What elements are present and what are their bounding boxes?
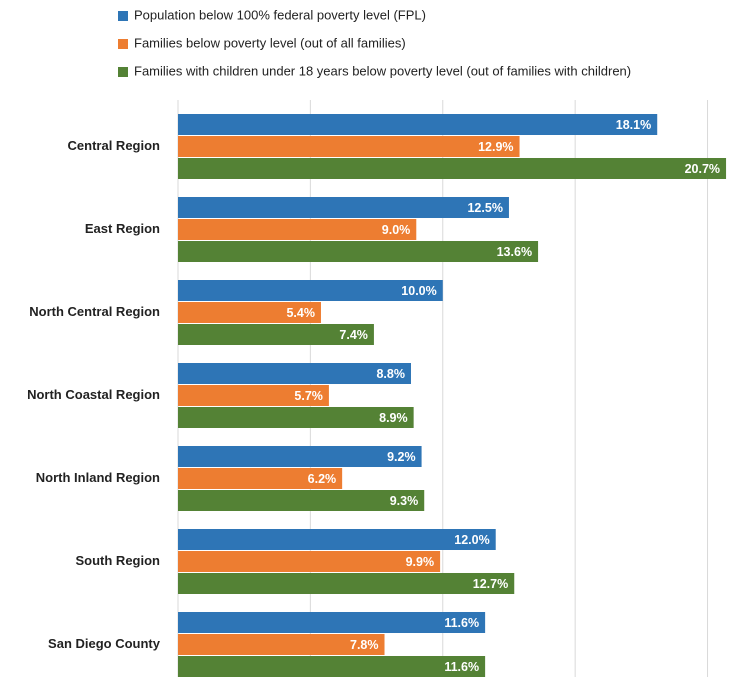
- legend-swatch: [118, 11, 128, 21]
- value-label: 12.0%: [454, 533, 489, 547]
- value-label: 9.9%: [406, 555, 435, 569]
- legend-swatch: [118, 67, 128, 77]
- value-label: 12.9%: [478, 140, 513, 154]
- value-label: 5.4%: [286, 306, 315, 320]
- bar: [178, 529, 496, 550]
- bar: [178, 634, 385, 655]
- category-label: North Coastal Region: [27, 387, 160, 402]
- value-label: 9.3%: [390, 494, 419, 508]
- category-label: Central Region: [68, 138, 161, 153]
- value-label: 5.7%: [294, 389, 323, 403]
- value-label: 13.6%: [497, 245, 532, 259]
- value-label: 11.6%: [444, 616, 479, 630]
- value-label: 10.0%: [401, 284, 436, 298]
- bar: [178, 612, 486, 633]
- category-label: North Central Region: [29, 304, 160, 319]
- value-label: 8.8%: [376, 367, 405, 381]
- value-label: 7.8%: [350, 638, 379, 652]
- bar: [178, 114, 658, 135]
- legend-label: Families below poverty level (out of all…: [134, 35, 406, 50]
- bar: [178, 363, 411, 384]
- bar: [178, 324, 374, 345]
- bar: [178, 551, 441, 572]
- category-label: East Region: [85, 221, 160, 236]
- bar: [178, 490, 425, 511]
- legend-label: Families with children under 18 years be…: [134, 63, 631, 78]
- bar: [178, 573, 515, 594]
- bar: [178, 280, 443, 301]
- bar: [178, 656, 486, 677]
- bar: [178, 468, 343, 489]
- legend-label: Population below 100% federal poverty le…: [134, 7, 426, 22]
- bar: [178, 385, 329, 406]
- category-label: South Region: [76, 553, 161, 568]
- value-label: 20.7%: [685, 162, 720, 176]
- bar: [178, 407, 414, 428]
- bar: [178, 136, 520, 157]
- bar: [178, 302, 321, 323]
- bar: [178, 241, 539, 262]
- bar: [178, 158, 727, 179]
- bar: [178, 197, 509, 218]
- legend-swatch: [118, 39, 128, 49]
- value-label: 9.0%: [382, 223, 411, 237]
- value-label: 8.9%: [379, 411, 408, 425]
- value-label: 12.5%: [467, 201, 502, 215]
- bar: [178, 219, 417, 240]
- value-label: 18.1%: [616, 118, 651, 132]
- value-label: 11.6%: [444, 660, 479, 674]
- bar: [178, 446, 422, 467]
- value-label: 9.2%: [387, 450, 416, 464]
- category-label: San Diego County: [48, 636, 161, 651]
- value-label: 6.2%: [308, 472, 337, 486]
- value-label: 12.7%: [473, 577, 508, 591]
- value-label: 7.4%: [339, 328, 368, 342]
- category-label: North Inland Region: [36, 470, 160, 485]
